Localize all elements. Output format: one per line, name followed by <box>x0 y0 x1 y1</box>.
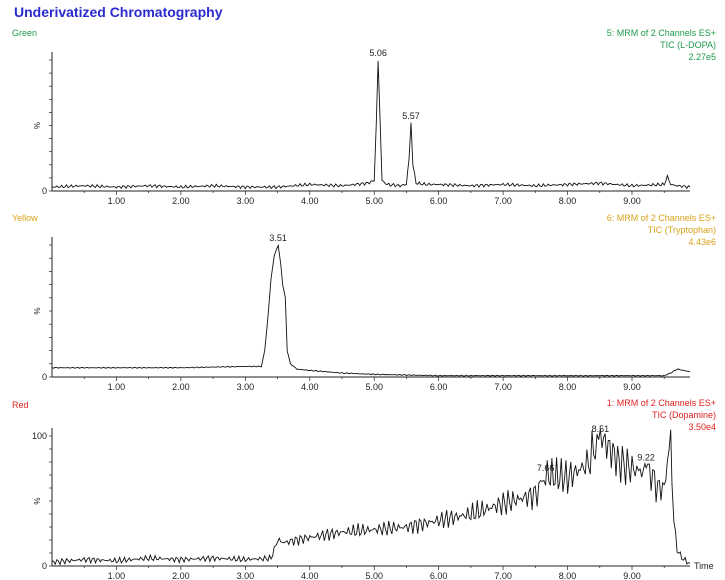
x-tick-label: 1.00 <box>108 382 126 392</box>
y-axis-label: % <box>33 497 42 504</box>
chart-panel-green: Green 5: MRM of 2 Channels ES+ TIC (L-DOPA… <box>12 28 716 206</box>
panel-header-line: 1: MRM of 2 Channels ES+ <box>607 398 716 408</box>
peak-label: 3.51 <box>269 233 287 243</box>
peak-label: 5.06 <box>369 48 387 58</box>
chart-title: Underivatized Chromatography <box>14 4 223 20</box>
x-tick-label: 8.00 <box>559 382 577 392</box>
x-tick-label: 2.00 <box>172 382 190 392</box>
chromatogram-trace <box>51 428 691 566</box>
x-tick-label: 1.00 <box>108 571 126 580</box>
y-tick-label: 100 <box>32 431 47 441</box>
panel-header-line: 6: MRM of 2 Channels ES+ <box>607 213 716 223</box>
x-axis-label: Time <box>694 561 714 571</box>
x-tick-label: 7.00 <box>494 196 512 206</box>
x-tick-label: 9.00 <box>623 571 641 580</box>
y-tick-label: 0 <box>42 372 47 382</box>
x-tick-label: 2.00 <box>172 571 190 580</box>
y-axis-label: % <box>33 307 42 314</box>
peak-label: 8.51 <box>592 424 610 434</box>
x-tick-label: 5.00 <box>365 196 383 206</box>
peak-label: 5.57 <box>402 111 420 121</box>
x-tick-label: 7.00 <box>494 382 512 392</box>
panel-header-line: 5: MRM of 2 Channels ES+ <box>607 28 716 38</box>
x-tick-label: 3.00 <box>237 571 255 580</box>
x-tick-label: 8.00 <box>559 196 577 206</box>
x-tick-label: 3.00 <box>237 382 255 392</box>
panel-header-line: 2.27e5 <box>688 52 716 62</box>
x-tick-label: 8.00 <box>559 571 577 580</box>
peak-label: 9.22 <box>637 453 655 463</box>
x-tick-label: 4.00 <box>301 382 319 392</box>
chart-panel-red: Red 1: MRM of 2 Channels ES+ TIC (Dopamine… <box>12 398 716 580</box>
x-tick-label: 1.00 <box>108 196 126 206</box>
y-axis-label: % <box>33 122 42 129</box>
panel-header-line: 4.43e6 <box>688 237 716 247</box>
panel-name: Red <box>12 400 29 410</box>
x-tick-label: 6.00 <box>430 196 448 206</box>
y-tick-label: 0 <box>42 561 47 571</box>
chart-panel-yellow: Yellow 6: MRM of 2 Channels ES+ TIC (Trypt… <box>12 213 716 392</box>
x-tick-label: 2.00 <box>172 196 190 206</box>
y-tick-label: 0 <box>42 186 47 196</box>
x-tick-label: 4.00 <box>301 571 319 580</box>
x-tick-label: 3.00 <box>237 196 255 206</box>
x-tick-label: 9.00 <box>623 382 641 392</box>
panel-header-line: 3.50e4 <box>688 422 716 432</box>
chromatogram-trace <box>51 243 691 377</box>
panel-header-line: TIC (Tryptophan) <box>648 225 716 235</box>
panel-header-line: TIC (Dopamine) <box>652 410 716 420</box>
panel-header-line: TIC (L-DOPA) <box>660 40 716 50</box>
x-tick-label: 9.00 <box>623 196 641 206</box>
x-tick-label: 5.00 <box>365 571 383 580</box>
panel-name: Yellow <box>12 213 38 223</box>
x-tick-label: 6.00 <box>430 571 448 580</box>
x-tick-label: 4.00 <box>301 196 319 206</box>
panel-name: Green <box>12 28 37 38</box>
peak-label: 7.66 <box>537 463 555 473</box>
chromatogram-trace <box>51 60 691 190</box>
x-tick-label: 6.00 <box>430 382 448 392</box>
x-tick-label: 7.00 <box>494 571 512 580</box>
x-tick-label: 5.00 <box>365 382 383 392</box>
